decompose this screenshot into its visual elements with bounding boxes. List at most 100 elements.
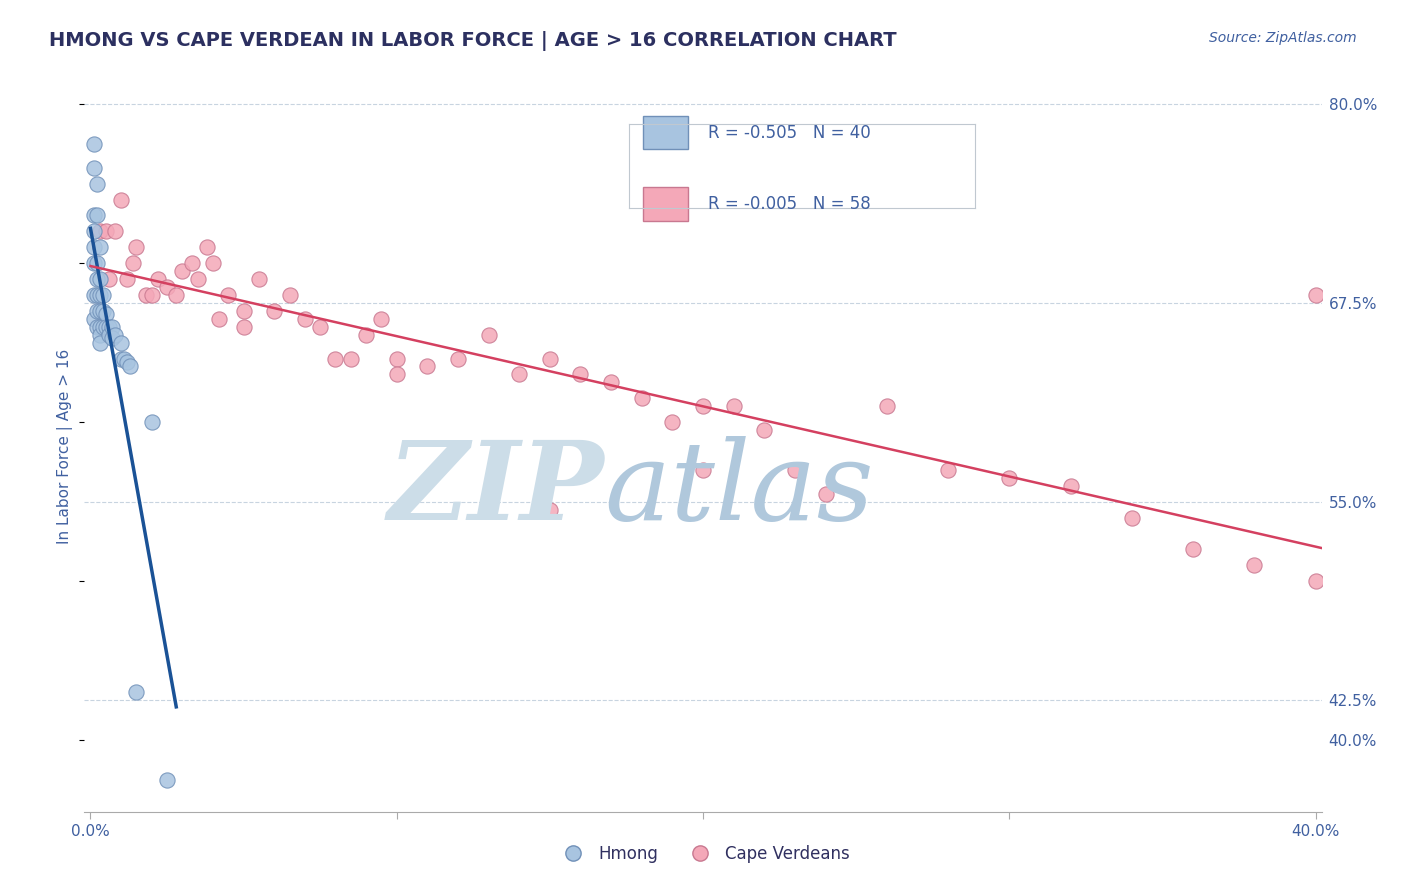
Point (600, 376, 623, 390)
Point (247, 272, 270, 286)
Point (217, 288, 239, 302)
Point (89, 319, 111, 334)
Point (91, 288, 114, 302)
Point (115, 355, 138, 369)
Point (125, 240, 148, 254)
Point (101, 319, 124, 334)
Point (201, 256, 224, 270)
Point (89, 288, 111, 302)
Point (120, 359, 142, 374)
Point (370, 311, 392, 326)
Point (294, 311, 316, 326)
Point (125, 685, 148, 699)
Point (936, 463, 959, 477)
Point (89, 272, 111, 286)
Point (354, 327, 377, 342)
Point (110, 335, 132, 350)
Point (195, 240, 218, 254)
Point (232, 303, 254, 318)
Point (83, 224, 105, 238)
Legend: Hmong, Cape Verdeans: Hmong, Cape Verdeans (550, 838, 856, 869)
Point (1305, 574, 1327, 589)
Point (309, 319, 332, 334)
Point (180, 256, 202, 270)
Point (1182, 542, 1205, 557)
Point (325, 351, 347, 366)
Point (783, 463, 806, 477)
Point (110, 193, 132, 207)
Point (263, 303, 285, 318)
Point (101, 331, 124, 345)
Point (86, 256, 108, 270)
Point (94, 224, 117, 238)
Point (89, 335, 111, 350)
Point (135, 288, 157, 302)
Point (141, 415, 163, 429)
Point (83, 288, 105, 302)
Point (104, 224, 127, 238)
Point (94, 307, 117, 321)
Point (538, 351, 561, 366)
Point (83, 161, 105, 175)
Point (86, 303, 108, 318)
Point (478, 327, 501, 342)
Point (340, 351, 363, 366)
Point (97, 319, 120, 334)
Point (89, 303, 111, 318)
Point (91, 303, 114, 318)
Point (508, 368, 530, 382)
Point (146, 272, 169, 286)
Point (278, 288, 301, 302)
Point (661, 415, 683, 429)
Point (83, 311, 105, 326)
Point (385, 351, 408, 366)
Point (110, 351, 132, 366)
Point (1305, 288, 1327, 302)
Point (86, 288, 108, 302)
Point (83, 209, 105, 223)
Point (83, 256, 105, 270)
Point (89, 224, 111, 238)
Point (156, 772, 179, 787)
Point (86, 319, 108, 334)
Point (91, 319, 114, 334)
Point (86, 209, 108, 223)
Point (1059, 479, 1081, 493)
Point (569, 368, 592, 382)
Text: atlas: atlas (605, 436, 873, 543)
Point (112, 351, 135, 366)
Point (97, 272, 120, 286)
Text: ZIP: ZIP (388, 436, 605, 543)
Point (122, 256, 145, 270)
Point (165, 288, 187, 302)
Text: HMONG VS CAPE VERDEAN IN LABOR FORCE | AGE > 16 CORRELATION CHART: HMONG VS CAPE VERDEAN IN LABOR FORCE | A… (49, 31, 897, 51)
Point (104, 327, 127, 342)
Point (1121, 510, 1143, 524)
Point (187, 272, 209, 286)
Point (692, 463, 714, 477)
Point (86, 272, 108, 286)
Point (232, 319, 254, 334)
Point (89, 240, 111, 254)
Y-axis label: In Labor Force | Age > 16: In Labor Force | Age > 16 (56, 349, 73, 543)
Point (754, 423, 776, 437)
Point (723, 399, 745, 413)
Point (876, 399, 898, 413)
Point (94, 319, 117, 334)
Point (1243, 558, 1265, 573)
Text: Source: ZipAtlas.com: Source: ZipAtlas.com (1209, 31, 1357, 45)
Point (385, 368, 408, 382)
Point (692, 399, 714, 413)
Point (83, 240, 105, 254)
Point (630, 392, 652, 406)
Point (998, 471, 1021, 485)
Point (115, 272, 138, 286)
Point (89, 327, 111, 342)
Point (814, 486, 837, 500)
Point (141, 288, 163, 302)
Point (86, 177, 108, 191)
Point (156, 280, 179, 294)
Point (172, 264, 194, 278)
Point (447, 351, 470, 366)
Point (97, 327, 120, 342)
